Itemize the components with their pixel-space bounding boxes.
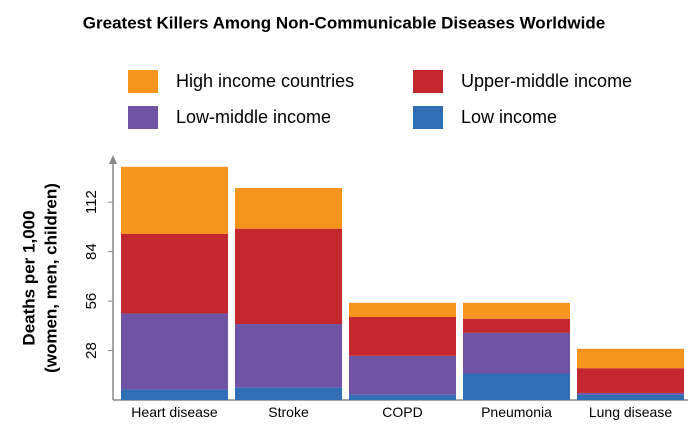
bar-segment	[463, 302, 570, 319]
x-tick-label: Heart disease	[131, 404, 218, 420]
bar-segment	[463, 318, 570, 333]
bar-segment	[235, 387, 342, 400]
bar-segment	[121, 313, 228, 390]
y-tick-label: 84	[83, 243, 100, 260]
bar-segment	[577, 368, 684, 393]
axis-arrow	[109, 155, 117, 164]
bar-segment	[235, 188, 342, 229]
chart-title: Greatest Killers Among Non-Communicable …	[83, 13, 605, 32]
bar-segment	[577, 392, 684, 395]
legend-label: High income countries	[176, 71, 354, 91]
bar-segment	[349, 302, 456, 317]
legend-swatch	[413, 106, 443, 129]
legend-swatch	[413, 70, 443, 93]
y-axis-label: (women, men, children)	[41, 183, 60, 373]
legend-label: Low-middle income	[176, 107, 331, 127]
bar-segment	[349, 316, 456, 356]
y-tick-label: 112	[83, 190, 100, 214]
legend-label: Upper-middle income	[461, 71, 632, 91]
x-tick-label: Pneumonia	[481, 404, 552, 420]
legend-swatch	[128, 70, 158, 93]
bar-segment	[577, 348, 684, 369]
bar-segment	[121, 233, 228, 314]
bar-segment	[349, 394, 456, 400]
x-tick-label: Lung disease	[588, 404, 673, 420]
legend-label: Low income	[461, 107, 557, 127]
legend-swatch	[128, 106, 158, 129]
bar-segment	[577, 394, 684, 400]
bar-segment	[235, 324, 342, 388]
x-tick-label: Stroke	[268, 404, 309, 420]
y-tick-label: 56	[83, 293, 100, 310]
bar-segment	[121, 166, 228, 234]
bar-segment	[121, 389, 228, 400]
x-tick-label: COPD	[382, 404, 423, 420]
bar-segment	[463, 332, 570, 374]
y-tick-label: 28	[83, 342, 100, 359]
y-axis-label: Deaths per 1,000	[19, 210, 38, 345]
bar-segment	[463, 373, 570, 400]
bar-segment	[349, 355, 456, 395]
bar-segment	[235, 228, 342, 325]
